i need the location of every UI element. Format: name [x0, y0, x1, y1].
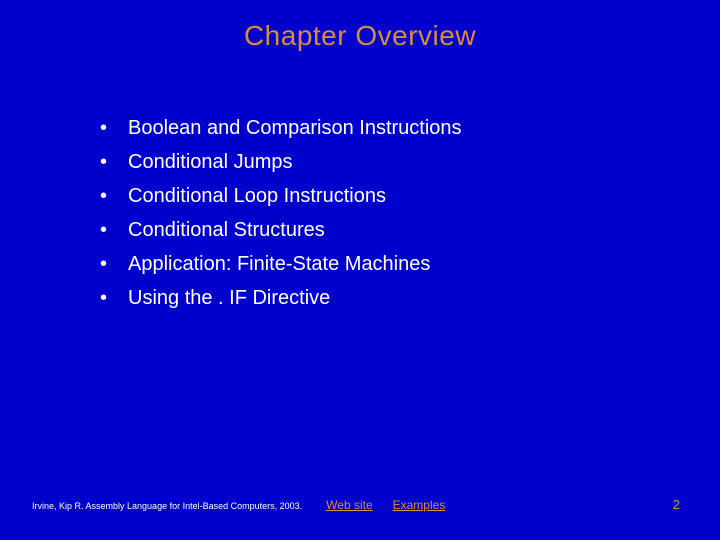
bullet-item: • Application: Finite-State Machines — [100, 251, 462, 277]
bullet-item: • Conditional Structures — [100, 217, 462, 243]
bullet-item: • Using the . IF Directive — [100, 285, 462, 311]
bullet-text: Conditional Jumps — [128, 149, 293, 175]
bullet-text: Conditional Loop Instructions — [128, 183, 386, 209]
bullet-marker: • — [100, 285, 128, 311]
bullet-marker: • — [100, 217, 128, 243]
bullet-text: Using the . IF Directive — [128, 285, 330, 311]
bullet-list: • Boolean and Comparison Instructions • … — [100, 115, 462, 319]
website-link[interactable]: Web site — [326, 498, 372, 512]
examples-link[interactable]: Examples — [393, 498, 446, 512]
bullet-item: • Conditional Loop Instructions — [100, 183, 462, 209]
bullet-item: • Boolean and Comparison Instructions — [100, 115, 462, 141]
footer-links: Web site Examples — [326, 498, 445, 512]
slide-footer: Irvine, Kip R. Assembly Language for Int… — [0, 498, 720, 512]
bullet-marker: • — [100, 251, 128, 277]
bullet-marker: • — [100, 149, 128, 175]
citation-text: Irvine, Kip R. Assembly Language for Int… — [32, 501, 302, 511]
bullet-item: • Conditional Jumps — [100, 149, 462, 175]
bullet-text: Conditional Structures — [128, 217, 325, 243]
bullet-text: Application: Finite-State Machines — [128, 251, 430, 277]
bullet-text: Boolean and Comparison Instructions — [128, 115, 462, 141]
page-number: 2 — [673, 497, 680, 512]
bullet-marker: • — [100, 183, 128, 209]
bullet-marker: • — [100, 115, 128, 141]
slide-title: Chapter Overview — [0, 0, 720, 52]
